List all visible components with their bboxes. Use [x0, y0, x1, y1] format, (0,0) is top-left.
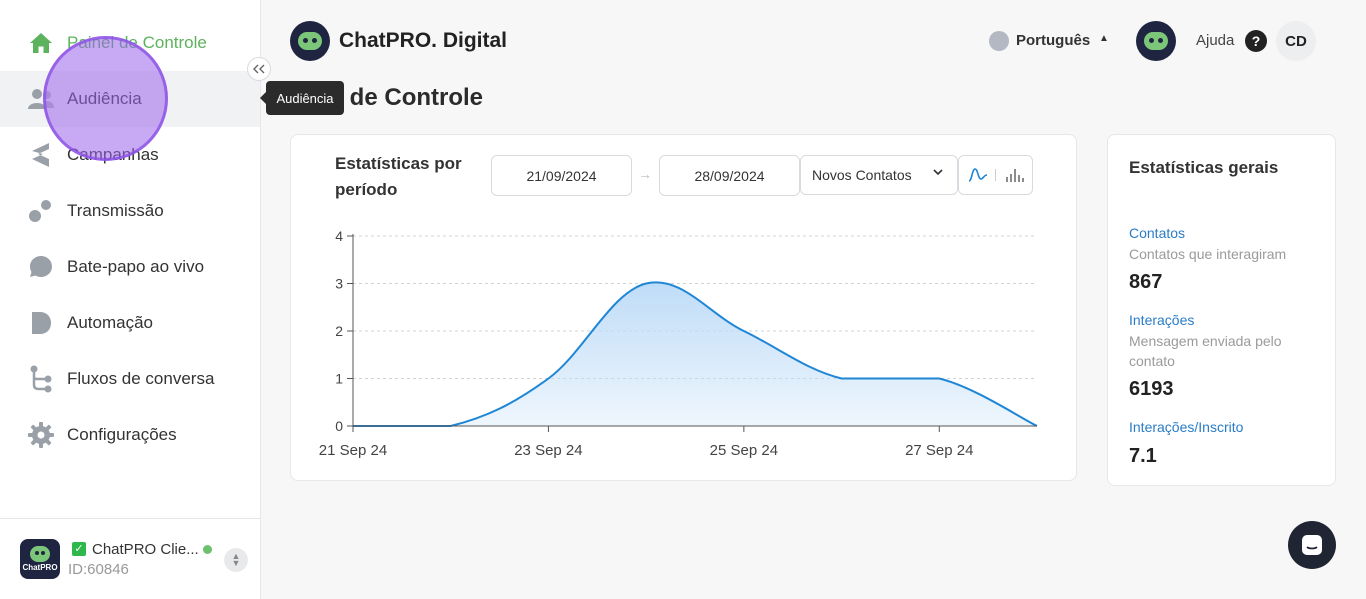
- metric-select-value: Novos Contatos: [812, 167, 912, 183]
- stat-interacoes-label: Interações: [1129, 312, 1195, 328]
- date-to-input[interactable]: 28/09/2024: [659, 155, 800, 196]
- sidebar-item-fluxos[interactable]: Fluxos de conversa: [0, 351, 260, 407]
- globe-icon[interactable]: [989, 31, 1009, 51]
- user-initials-button[interactable]: CD: [1276, 21, 1316, 61]
- stat-interacoes-desc: Mensagem enviada pelo contato: [1129, 333, 1282, 369]
- account-logo-text: ChatPRO: [22, 563, 58, 572]
- collapse-sidebar-button[interactable]: [247, 57, 271, 81]
- flow-icon: [28, 365, 54, 393]
- account-name: ChatPRO Clie...: [92, 541, 199, 558]
- chart-title: Estatísticas por período: [335, 154, 462, 199]
- help-link[interactable]: Ajuda: [1196, 32, 1235, 49]
- sidebar-item-label: Audiência: [67, 89, 142, 108]
- sidebar: Painel de Controle Audiência Campanhas T…: [0, 0, 261, 599]
- brand-logo[interactable]: [290, 21, 330, 61]
- sidebar-item-audiencia[interactable]: Audiência: [0, 71, 260, 127]
- y-tick-label: 2: [335, 323, 343, 339]
- gear-icon: [28, 422, 54, 448]
- date-from-input[interactable]: 21/09/2024: [491, 155, 632, 196]
- sidebar-item-automacao[interactable]: Automação: [0, 295, 260, 351]
- series-line: [352, 281, 1038, 428]
- chat-icon: [1302, 535, 1322, 555]
- automation-icon: [28, 310, 54, 336]
- campaign-icon: [28, 142, 54, 168]
- area-chart: 0 1 2 3 4 21 Sep 24 23 Sep 24 25 Sep 24 27 Sep 2…: [319, 228, 1038, 459]
- users-icon: [28, 86, 54, 112]
- bot-icon: [1144, 32, 1168, 50]
- sidebar-item-bate-papo[interactable]: Bate-papo ao vivo: [0, 239, 260, 295]
- stat-contatos-desc: Contatos que interagiram: [1129, 246, 1287, 262]
- bar-chart-toggle[interactable]: [996, 156, 1033, 194]
- help-icon[interactable]: ?: [1245, 30, 1267, 52]
- area-fill: [353, 282, 1037, 426]
- period-stats-card: Estatísticas por período 21/09/2024 → 28…: [290, 134, 1077, 481]
- account-switcher[interactable]: ChatPRO ✓ ChatPRO Clie... ID:60846 ▲ ▼: [0, 518, 260, 599]
- general-stats-card: Estatísticas gerais Contatos Contatos qu…: [1107, 134, 1336, 486]
- y-tick-label: 1: [335, 371, 343, 387]
- sidebar-item-label: Campanhas: [67, 145, 159, 164]
- account-logo: ChatPRO: [20, 539, 60, 579]
- stat-interacoes-value: 6193: [1129, 378, 1174, 400]
- sidebar-item-transmissao[interactable]: Transmissão: [0, 183, 260, 239]
- caret-up-icon[interactable]: ▲: [1099, 33, 1109, 44]
- y-tick-label: 3: [335, 276, 343, 292]
- page-title: el de Controle: [323, 84, 484, 111]
- tooltip: Audiência: [260, 81, 344, 115]
- sidebar-item-label: Automação: [67, 313, 153, 332]
- account-id: ID:60846: [68, 561, 129, 578]
- sidebar-item-label: Fluxos de conversa: [67, 369, 215, 388]
- bot-icon: [30, 546, 50, 562]
- stat-interacoes-inscrito-label: Interações/Inscrito: [1129, 419, 1244, 435]
- chat-launcher-button[interactable]: [1288, 521, 1336, 569]
- chat-bubble-icon: [28, 254, 54, 280]
- stat-interacoes-inscrito-value: 7.1: [1129, 445, 1157, 467]
- divider: [995, 169, 996, 181]
- switch-account-button[interactable]: ▲ ▼: [224, 548, 248, 572]
- line-chart-toggle[interactable]: [959, 156, 996, 194]
- x-tick-label: 21 Sep 24: [319, 442, 387, 459]
- bot-icon: [298, 32, 322, 50]
- sidebar-item-configuracoes[interactable]: Configurações: [0, 407, 260, 463]
- brand-name: ChatPRO. Digital: [339, 29, 508, 52]
- x-tick-label: 23 Sep 24: [514, 442, 582, 459]
- sidebar-item-label: Bate-papo ao vivo: [67, 257, 205, 276]
- online-status-dot: [203, 545, 212, 554]
- y-tick-label: 0: [335, 418, 343, 434]
- broadcast-icon: [28, 198, 54, 224]
- overview-title: Estatísticas gerais: [1129, 158, 1279, 177]
- sidebar-item-label: Transmissão: [67, 201, 164, 220]
- sidebar-item-label: Painel de Controle: [67, 33, 207, 52]
- bar-chart-icon: [1005, 169, 1024, 182]
- check-icon: ✓: [72, 542, 86, 556]
- sidebar-item-painel-de-controle[interactable]: Painel de Controle: [0, 15, 260, 71]
- double-chevron-left-icon: [253, 64, 265, 74]
- x-tick-label: 27 Sep 24: [905, 442, 973, 459]
- metric-select[interactable]: Novos Contatos: [800, 155, 958, 195]
- arrow-right-icon: →: [638, 166, 652, 182]
- stat-contatos-value: 867: [1129, 271, 1163, 293]
- chart-type-toggle: [958, 155, 1033, 195]
- line-chart-icon: [968, 168, 987, 182]
- y-tick-label: 4: [335, 228, 343, 244]
- x-tick-label: 25 Sep 24: [710, 442, 778, 459]
- sidebar-item-campanhas[interactable]: Campanhas: [0, 127, 260, 183]
- caret-down-icon: ▼: [231, 558, 241, 568]
- avatar[interactable]: [1136, 21, 1176, 61]
- caret-up-icon: ▲: [231, 551, 241, 561]
- stat-contatos-label: Contatos: [1129, 225, 1186, 241]
- sidebar-item-label: Configurações: [67, 425, 177, 444]
- home-icon: [28, 30, 54, 56]
- language-selector[interactable]: Português: [1016, 32, 1091, 49]
- chevron-down-icon: [933, 169, 943, 176]
